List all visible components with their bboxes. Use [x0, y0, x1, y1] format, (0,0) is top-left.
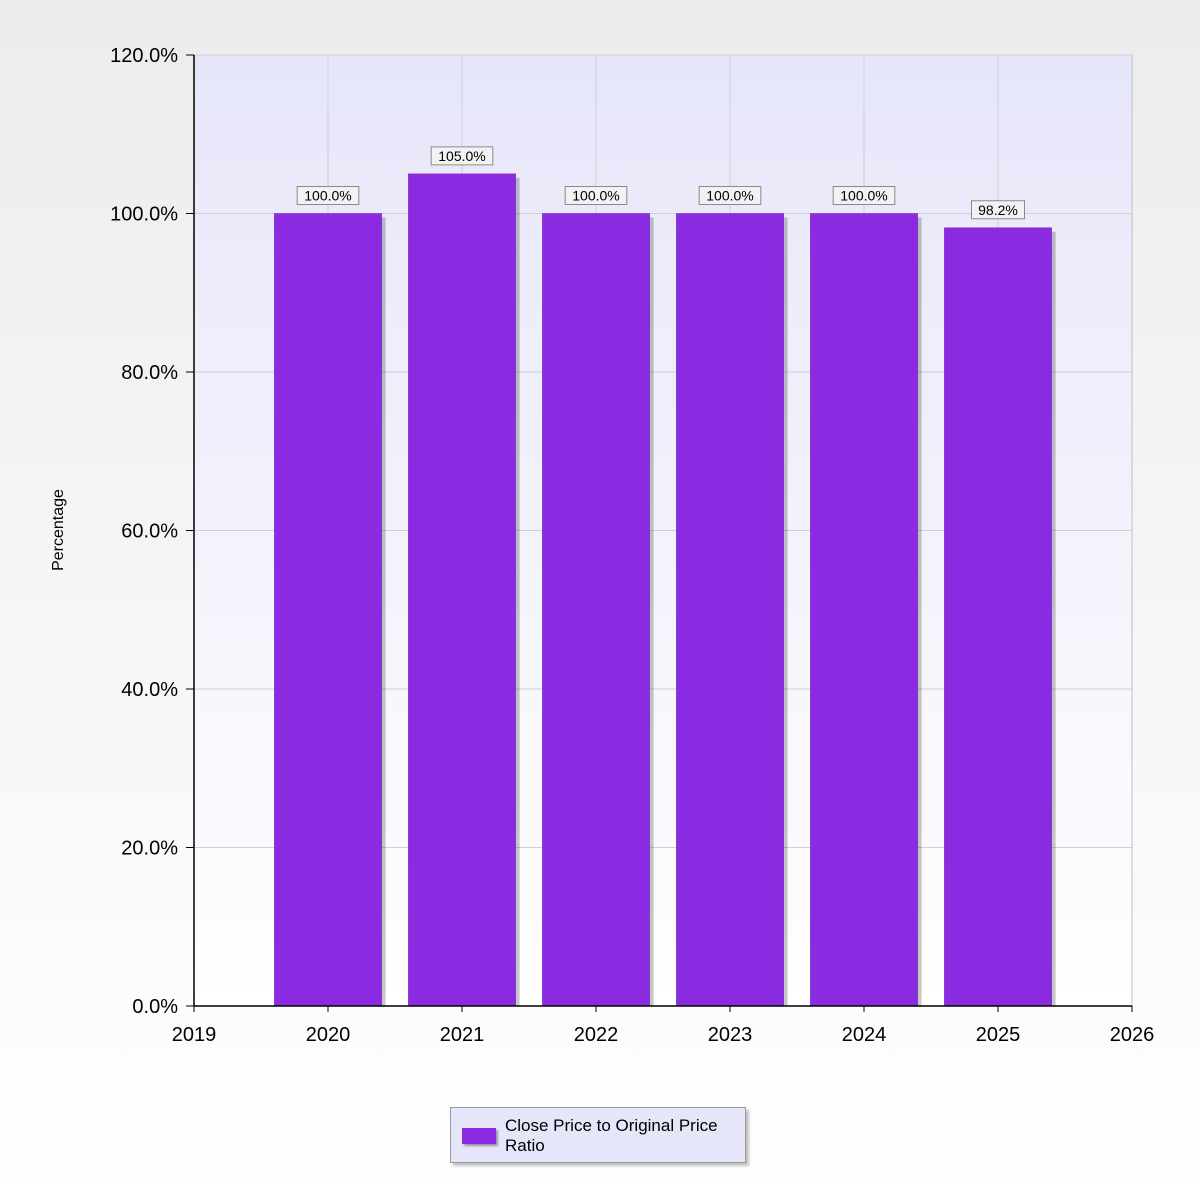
- axes: 0.0% 20.0% 40.0% 60.0% 80.0% 100.0% 120.0% 2019…: [110, 45, 1154, 1046]
- data-label-box: [698, 186, 762, 205]
- x-tick-label: 2020: [306, 1024, 351, 1046]
- x-tick-label: 2025: [976, 1024, 1021, 1046]
- y-axis-title: Percentage: [50, 489, 67, 571]
- bar: [542, 213, 650, 1007]
- x-tick-label: 2022: [574, 1024, 619, 1046]
- data-labels: 100.0% 105.0% 100.0% 100.0% 100.0% 98.2%: [296, 146, 1025, 220]
- data-label-box: [296, 186, 360, 205]
- x-tick-label: 2023: [708, 1024, 753, 1046]
- y-tick-label: 60.0%: [121, 521, 178, 543]
- y-tick-label: 120.0%: [110, 45, 178, 67]
- x-tick-label: 2024: [842, 1024, 887, 1046]
- legend: Close Price to Original Price Ratio: [450, 1107, 746, 1163]
- data-label: 100.0%: [840, 188, 887, 204]
- data-label: 105.0%: [438, 148, 485, 164]
- x-tick-label: 2019: [172, 1024, 217, 1046]
- bar: [274, 213, 382, 1007]
- bar: [944, 227, 1052, 1007]
- x-tick-label: 2026: [1110, 1024, 1155, 1046]
- data-label-box: [430, 146, 494, 166]
- data-label: 100.0%: [706, 188, 753, 204]
- y-tick-label: 100.0%: [110, 204, 178, 226]
- bar: [810, 213, 918, 1007]
- data-label-box: [564, 186, 628, 205]
- data-label-box: [971, 200, 1025, 220]
- y-tick-label: 80.0%: [121, 362, 178, 384]
- legend-label: Close Price to Original Price Ratio: [505, 1116, 718, 1155]
- x-tick-label: 2021: [440, 1024, 485, 1046]
- bar: [408, 173, 516, 1007]
- y-tick-label: 0.0%: [132, 996, 178, 1018]
- data-label: 98.2%: [978, 202, 1018, 218]
- y-tick-label: 40.0%: [121, 679, 178, 701]
- data-label-box: [832, 186, 896, 205]
- data-label: 100.0%: [572, 188, 619, 204]
- y-tick-label: 20.0%: [121, 838, 178, 860]
- bars: [274, 173, 1056, 1007]
- bar: [676, 213, 784, 1007]
- data-label: 100.0%: [304, 188, 351, 204]
- legend-swatch: [462, 1128, 496, 1144]
